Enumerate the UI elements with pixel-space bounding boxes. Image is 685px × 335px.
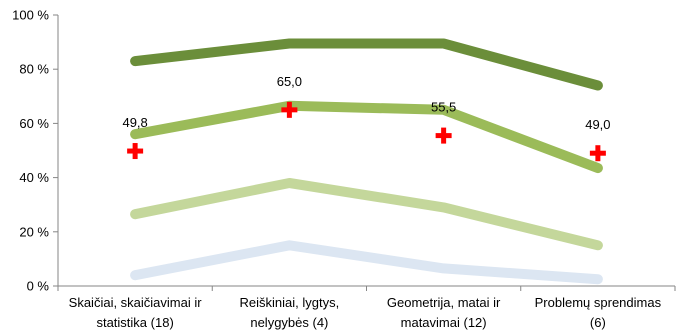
y-tick-label: 40 % (19, 170, 49, 185)
series-line (130, 178, 603, 251)
marker-value-label: 49,0 (585, 117, 610, 132)
series-line (130, 100, 603, 174)
marker-value-label: 55,5 (431, 100, 456, 115)
y-tick-label: 100 % (12, 8, 49, 23)
series-lines (130, 38, 603, 285)
y-axis: 0 % 20 % 40 % 60 % 80 % 100 % (12, 8, 59, 294)
y-tick-label: 80 % (19, 62, 49, 77)
target-marker (281, 101, 298, 118)
marker-value-label: 49,8 (122, 115, 147, 130)
y-tick-label: 20 % (19, 224, 49, 239)
series-line (130, 240, 603, 285)
target-markers: 49,8 65,0 55,5 49,0 (122, 74, 611, 162)
x-tick-label: Reiškiniai, lygtys, nelygybės (4) (240, 295, 340, 330)
x-tick-label: Skaičiai, skaičiavimai ir statistika (18) (69, 295, 203, 330)
x-axis: Skaičiai, skaičiavimai ir statistika (18)… (57, 285, 676, 330)
y-tick-label: 60 % (19, 116, 49, 131)
x-tick-label: Geometrija, matai ir matavimai (12) (387, 295, 501, 330)
marker-value-label: 65,0 (277, 74, 302, 89)
y-tick-label: 0 % (27, 279, 50, 294)
x-tick-label: Problemų sprendimas (6) (535, 295, 662, 330)
target-marker (435, 127, 452, 144)
target-marker (127, 143, 144, 160)
target-marker (589, 145, 606, 162)
series-line (130, 38, 603, 91)
